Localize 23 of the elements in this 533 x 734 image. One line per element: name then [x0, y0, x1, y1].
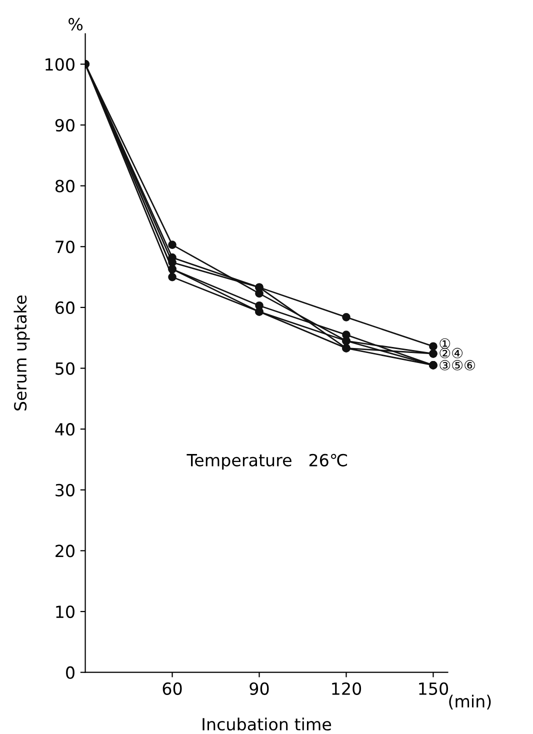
- y-tick-label: 70: [56, 240, 74, 254]
- annotation: ①: [440, 338, 450, 349]
- y-tick-label: 30: [56, 484, 74, 496]
- y-tick-label: 20: [56, 544, 74, 558]
- y-axis-title: Serum uptake: [14, 295, 30, 410]
- x-axis-title: Incubation time: [202, 718, 332, 731]
- x-tick-label: 120: [332, 682, 362, 695]
- text: %: [68, 18, 83, 31]
- y-tick-label: 90: [55, 118, 74, 132]
- y-tick-label: 0: [66, 666, 74, 679]
- annotation: ③⑤⑥: [440, 360, 475, 370]
- x-tick-label: 150: [419, 682, 448, 695]
- x-tick-label: 90: [250, 682, 269, 695]
- annotation: Temperature 26℃: [186, 454, 347, 470]
- annotation: ②④: [440, 348, 463, 358]
- x-tick-label: 60: [162, 682, 182, 695]
- y-tick-label: 10: [56, 605, 74, 618]
- y-tick-label: 60: [56, 301, 74, 314]
- y-tick-label: 100: [46, 58, 74, 71]
- y-tick-label: 40: [55, 423, 74, 436]
- y-tick-label: 50: [56, 362, 74, 375]
- text: (min): [449, 694, 491, 710]
- y-tick-label: 80: [55, 180, 74, 192]
